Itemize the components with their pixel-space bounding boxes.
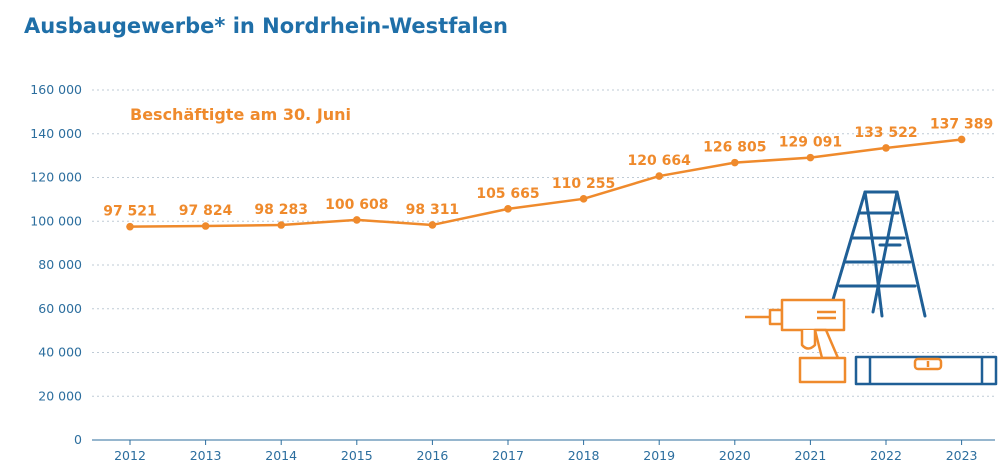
data-label: 120 664 bbox=[628, 153, 692, 169]
chart-title: Ausbaugewerbe* in Nordrhein-Westfalen bbox=[24, 14, 508, 38]
data-point bbox=[882, 144, 890, 152]
data-point bbox=[201, 222, 210, 230]
axes: 0 20 000 40 000 60 000 80 000 100 000 120 000 1… bbox=[30, 82, 995, 463]
x-tick-label: 2021 bbox=[794, 448, 826, 463]
x-tick-label: 2016 bbox=[416, 448, 448, 463]
data-label: 105 665 bbox=[476, 186, 539, 202]
data-point bbox=[655, 172, 663, 180]
data-labels: 97 521 97 824 98 283 100 608 98 311 105 665 11… bbox=[103, 116, 993, 219]
x-tick-label: 2015 bbox=[341, 448, 373, 463]
x-tick-label: 2012 bbox=[114, 448, 146, 463]
data-point bbox=[353, 216, 361, 224]
y-tick-label: 100 000 bbox=[30, 213, 82, 228]
data-label: 133 522 bbox=[854, 125, 917, 141]
y-tick-label: 40 000 bbox=[38, 345, 82, 360]
spirit-level-icon bbox=[854, 355, 998, 386]
y-tick-label: 140 000 bbox=[30, 126, 82, 141]
series-polyline bbox=[129, 138, 962, 228]
data-point bbox=[126, 222, 134, 231]
x-tick-label: 2022 bbox=[870, 448, 902, 463]
x-tick-label: 2023 bbox=[946, 448, 978, 463]
y-tick-label: 120 000 bbox=[30, 170, 82, 185]
grid-lines bbox=[92, 89, 995, 397]
data-point bbox=[504, 205, 512, 213]
data-point bbox=[428, 221, 437, 229]
ladder-icon bbox=[830, 190, 927, 318]
drill-icon bbox=[745, 298, 847, 384]
y-tick-label: 80 000 bbox=[38, 257, 82, 272]
x-tick-label: 2020 bbox=[719, 448, 751, 463]
data-point bbox=[731, 158, 739, 167]
x-tick-label: 2014 bbox=[265, 448, 297, 463]
data-label: 97 521 bbox=[103, 204, 157, 220]
data-label: 110 255 bbox=[552, 176, 615, 192]
y-tick-label: 0 bbox=[74, 432, 82, 447]
data-label: 98 283 bbox=[254, 202, 308, 218]
data-point bbox=[277, 221, 286, 229]
data-point bbox=[579, 195, 588, 203]
series-line bbox=[126, 135, 966, 231]
data-label: 129 091 bbox=[779, 135, 842, 151]
x-tick-label: 2017 bbox=[492, 448, 524, 463]
data-point bbox=[957, 135, 966, 144]
x-tick-label: 2019 bbox=[643, 448, 675, 463]
data-label: 97 824 bbox=[179, 203, 233, 219]
y-tick-label: 160 000 bbox=[30, 82, 82, 97]
tools-illustration bbox=[745, 190, 998, 386]
data-point bbox=[806, 153, 815, 162]
y-tick-label: 60 000 bbox=[38, 301, 82, 316]
data-label: 100 608 bbox=[325, 197, 388, 213]
data-label: 137 389 bbox=[930, 116, 993, 132]
series-name-label: Beschäftigte am 30. Juni bbox=[130, 105, 351, 124]
y-tick-label: 20 000 bbox=[38, 388, 82, 403]
x-tick-label: 2018 bbox=[568, 448, 600, 463]
data-label: 98 311 bbox=[406, 202, 460, 218]
x-tick-label: 2013 bbox=[190, 448, 222, 463]
data-label: 126 805 bbox=[703, 140, 766, 156]
